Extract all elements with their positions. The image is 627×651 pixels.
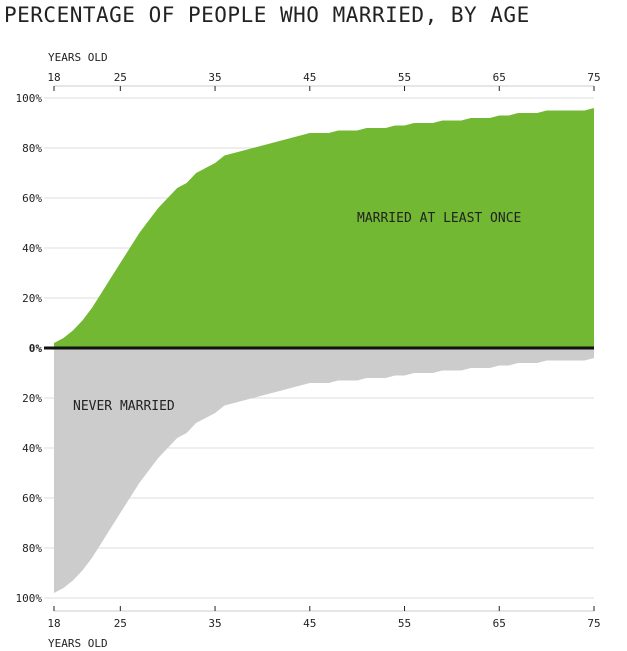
axis-ticks: 100% 80% 60% 40% 20% 0% 20% 40% 60% 80% 100% 18 18 25… [16,71,601,630]
married-area-label: MARRIED AT LEAST ONCE [357,211,521,226]
y-tick-label: 40% [22,442,42,455]
y-tick-label: 20% [22,292,42,305]
x-tick-label-top: 35 [208,71,221,84]
x-tick-label-top: 45 [303,71,316,84]
y-tick-label: 60% [22,192,42,205]
x-tick-label-bottom: 18 [47,617,60,630]
never-married-area [54,348,594,593]
x-tick-label-bottom: 75 [587,617,600,630]
chart-labels: YEARS OLD YEARS OLD MARRIED AT LEAST ONC… [48,51,521,650]
x-tick-label-top: 18 [47,71,60,84]
married-area [54,108,594,348]
y-tick-label: 60% [22,492,42,505]
y-tick-label: 80% [22,142,42,155]
x-tick-label-top: 25 [114,71,127,84]
x-tick-label-top: 75 [587,71,600,84]
x-tick-label-bottom: 35 [208,617,221,630]
never-married-area-label: NEVER MARRIED [73,399,175,414]
y-tick-label: 100% [16,92,43,105]
y-tick-label: 0% [29,342,43,355]
x-tick-label-top: 55 [398,71,411,84]
x-axis-label-top: YEARS OLD [48,51,108,64]
y-tick-label: 80% [22,542,42,555]
y-tick-label: 40% [22,242,42,255]
x-tick-label-bottom: 65 [493,617,506,630]
y-tick-label: 20% [22,392,42,405]
chart-areas [44,108,594,593]
x-tick-label-top: 65 [493,71,506,84]
x-tick-label-bottom: 45 [303,617,316,630]
x-tick-label-bottom: 55 [398,617,411,630]
x-tick-label-bottom: 25 [114,617,127,630]
y-tick-label: 100% [16,592,43,605]
chart-title: PERCENTAGE OF PEOPLE WHO MARRIED, BY AGE [4,3,530,27]
x-axis-label-bottom: YEARS OLD [48,637,108,650]
